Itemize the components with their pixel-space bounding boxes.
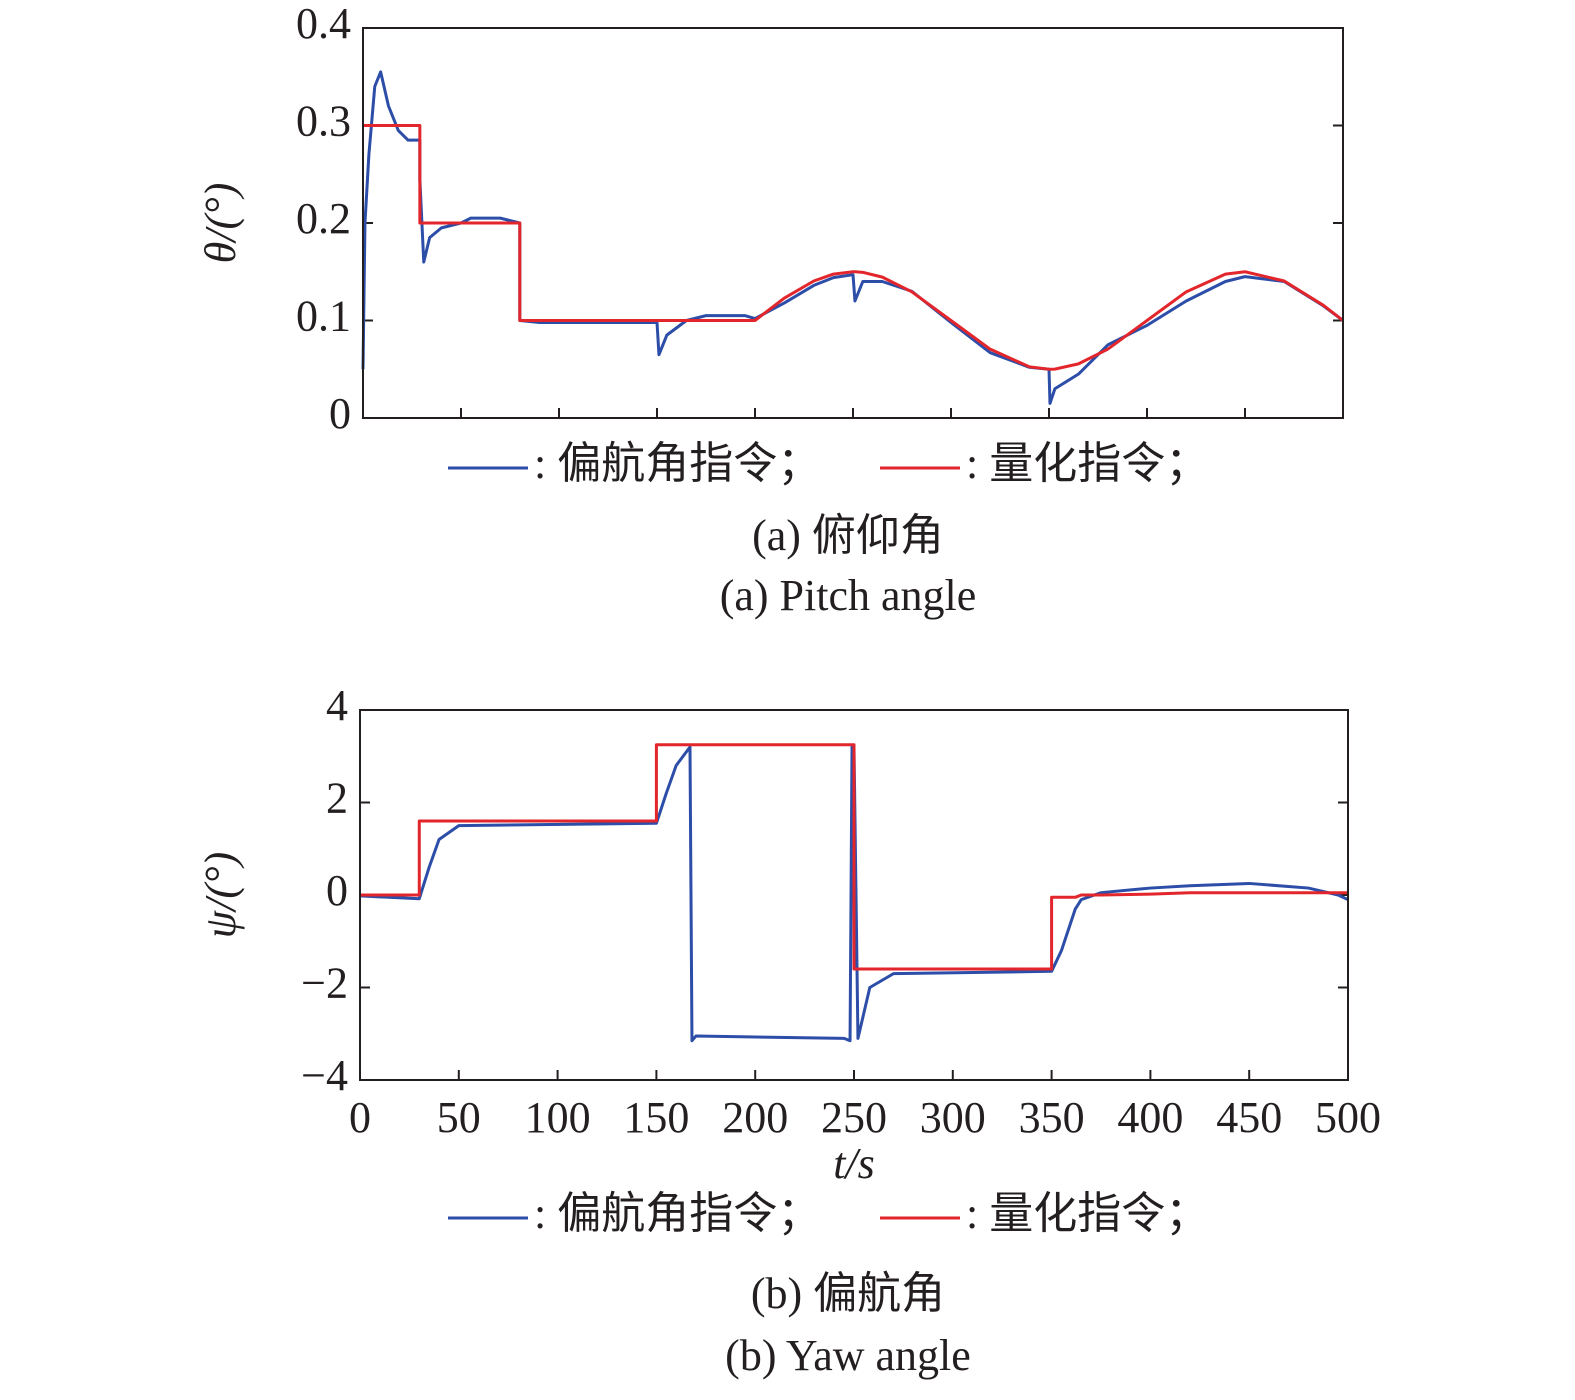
legend-label: : 量化指令； bbox=[966, 1189, 1209, 1238]
x-tick-label: 50 bbox=[437, 1093, 481, 1142]
x-tick-label: 100 bbox=[525, 1093, 591, 1142]
caption-cn: (b) 偏航角 bbox=[751, 1269, 945, 1318]
legend-item: : 偏航角指令； bbox=[448, 439, 821, 488]
y-tick-label: −2 bbox=[301, 959, 348, 1008]
legend-item: : 偏航角指令； bbox=[448, 1189, 821, 1238]
data-line bbox=[360, 743, 1348, 971]
data-line bbox=[363, 124, 1344, 371]
y-tick-label: 0.3 bbox=[296, 97, 351, 146]
x-tick-label: 0 bbox=[349, 1093, 371, 1142]
legend-label: : 偏航角指令； bbox=[534, 1189, 821, 1238]
legend-label: : 偏航角指令； bbox=[534, 439, 821, 488]
x-tick-label: 150 bbox=[623, 1093, 689, 1142]
x-tick-label: 450 bbox=[1216, 1093, 1282, 1142]
y-tick-label: 0.4 bbox=[296, 0, 351, 48]
caption-en: (a) Pitch angle bbox=[720, 571, 977, 620]
legend-label: : 量化指令； bbox=[966, 439, 1209, 488]
y-tick-label: 0 bbox=[326, 866, 348, 915]
caption-en: (b) Yaw angle bbox=[725, 1331, 971, 1380]
axes-frame bbox=[362, 27, 1344, 419]
y-tick-label: −4 bbox=[301, 1051, 348, 1100]
y-axis-label: θ/(°) bbox=[196, 183, 245, 264]
axes-frame bbox=[359, 709, 1349, 1081]
legend-item: : 量化指令； bbox=[880, 439, 1209, 488]
x-tick-label: 400 bbox=[1117, 1093, 1183, 1142]
data-line bbox=[361, 70, 1344, 405]
x-tick-label: 500 bbox=[1315, 1093, 1381, 1142]
x-tick-label: 300 bbox=[920, 1093, 986, 1142]
x-tick-label: 200 bbox=[722, 1093, 788, 1142]
y-tick-label: 0.2 bbox=[296, 194, 351, 243]
y-axis-label: ψ/(°) bbox=[196, 852, 245, 938]
x-tick-label: 250 bbox=[821, 1093, 887, 1142]
y-tick-label: 0.1 bbox=[296, 292, 351, 341]
x-tick-label: 350 bbox=[1019, 1093, 1085, 1142]
caption-cn: (a) 俯仰角 bbox=[752, 511, 944, 560]
y-tick-label: 4 bbox=[326, 681, 348, 730]
x-axis-label: t/s bbox=[833, 1139, 875, 1188]
y-tick-label: 0 bbox=[329, 389, 351, 438]
legend-item: : 量化指令； bbox=[880, 1189, 1209, 1238]
y-tick-label: 2 bbox=[326, 774, 348, 823]
